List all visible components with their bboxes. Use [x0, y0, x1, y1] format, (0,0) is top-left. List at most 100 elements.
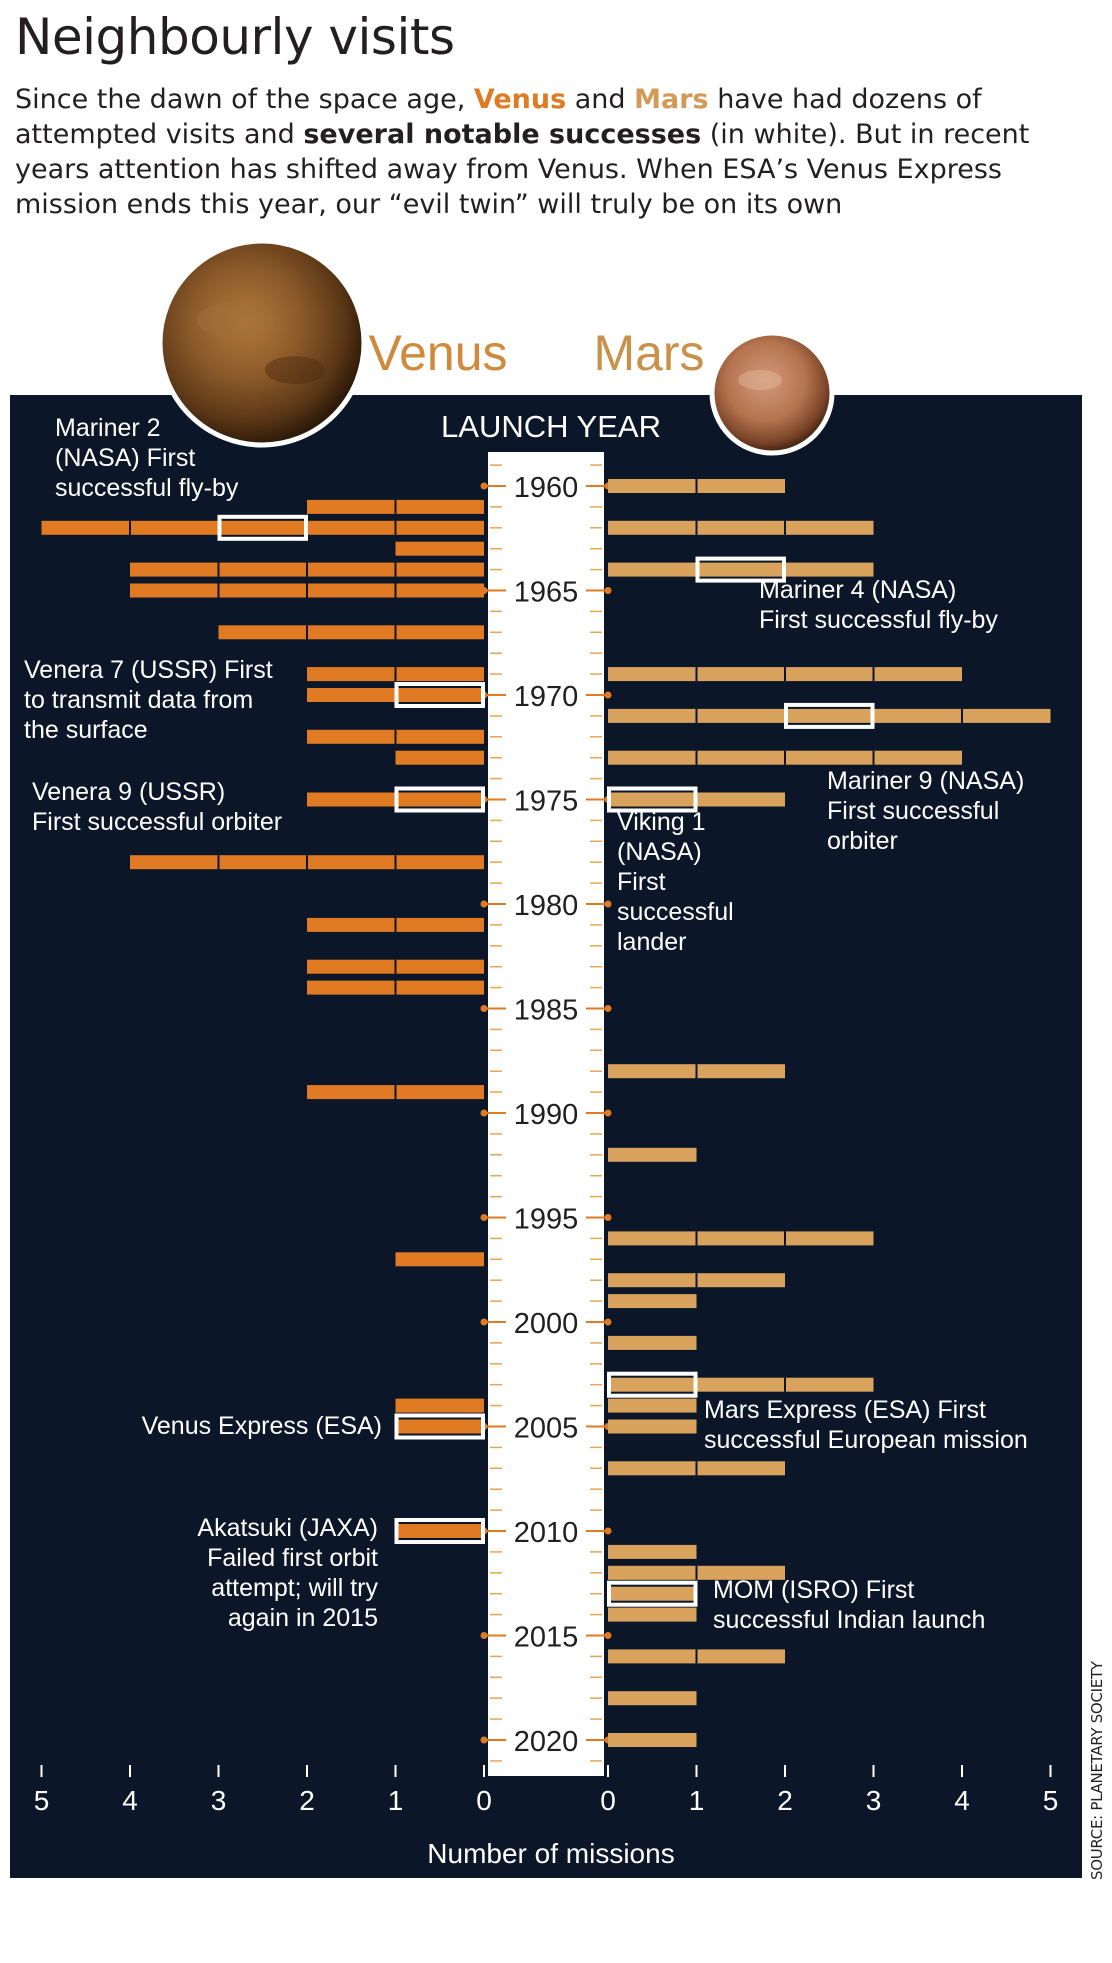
success-highlight — [784, 702, 875, 729]
year-tick-dot — [480, 482, 488, 490]
annotation-venus: Venera 9 (USSR) First successful orbiter — [32, 778, 282, 836]
success-highlight — [394, 786, 485, 813]
x-tick-label: 2 — [777, 1785, 793, 1816]
annotation-line: lander — [617, 928, 687, 956]
venus-bar — [395, 750, 484, 765]
intro-text: Since the dawn of the space age, Venus a… — [15, 82, 1085, 222]
mars-planet — [709, 330, 835, 456]
annotation-line: Mariner 9 (NASA) — [827, 767, 1024, 795]
annotation-line: Viking 1 — [617, 808, 706, 836]
year-label: 1975 — [514, 786, 579, 818]
annotation-line: successful — [617, 898, 734, 926]
year-label: 2020 — [514, 1726, 579, 1758]
intro-bold-phrase: several notable successes — [303, 119, 702, 150]
annotation-line: MOM (ISRO) First — [713, 1576, 914, 1604]
year-tick-dot — [604, 1214, 612, 1221]
annotation-line: successful Indian launch — [713, 1606, 985, 1634]
year-tick-dot — [480, 1632, 488, 1639]
year-label: 1965 — [514, 577, 579, 609]
x-tick-label: 3 — [866, 1785, 882, 1816]
annotation-venus: Venera 7 (USSR) First to transmit data fr… — [24, 656, 273, 744]
bars — [41, 479, 1051, 1747]
annotation-line: Mariner 2 — [55, 414, 161, 442]
annotation-line: Venera 9 (USSR) — [32, 778, 225, 806]
annotation-line: successful European mission — [704, 1426, 1028, 1454]
annotation-venus: Mariner 2 (NASA) First successful fly-by — [55, 414, 239, 502]
annotation-venus: Venus Express (ESA) — [142, 1412, 382, 1440]
year-tick-dot — [480, 1214, 488, 1221]
mars-planet-label: Mars — [593, 325, 704, 381]
year-axis-band — [488, 452, 604, 1776]
year-tick-dot — [480, 900, 488, 908]
annotation-line: successful fly-by — [55, 474, 239, 502]
venus-bar — [395, 1524, 484, 1538]
annotation-line: orbiter — [827, 827, 898, 855]
success-highlight — [607, 1371, 698, 1398]
year-tick-dot — [604, 587, 612, 594]
intro-part-2: and — [566, 84, 635, 115]
year-tick-dot — [480, 1736, 488, 1744]
annotation-line: First — [617, 868, 666, 896]
x-tick-label: 1 — [388, 1785, 404, 1816]
annotations: Mariner 2 (NASA) First successful fly-byVe… — [24, 414, 1028, 1634]
annotation-line: attempt; will try — [211, 1574, 378, 1602]
success-highlight — [394, 1413, 485, 1440]
year-tick-dot — [480, 1318, 488, 1326]
venus-planet-image — [157, 238, 367, 448]
mars-bar — [608, 562, 874, 577]
launch-year-title: LAUNCH YEAR — [441, 409, 661, 444]
venus-bar — [395, 541, 484, 556]
mars-texture — [738, 370, 782, 390]
year-label: 1985 — [514, 995, 579, 1027]
mars-bar — [608, 1733, 697, 1747]
mars-bar — [608, 1294, 697, 1309]
source-credit: SOURCE: PLANETARY SOCIETY — [1088, 1661, 1106, 1880]
year-label: 1980 — [514, 890, 579, 922]
year-label: 2000 — [514, 1308, 579, 1340]
mars-bar — [608, 1544, 697, 1559]
x-tick-label: 0 — [600, 1785, 616, 1816]
year-label: 2010 — [514, 1517, 579, 1549]
x-tick-label: 4 — [954, 1785, 970, 1816]
annotation-venus: Akatsuki (JAXA) Failed first orbit attempt… — [197, 1514, 378, 1632]
intro-part-3: have had dozens of attempted visits and — [15, 84, 982, 150]
venus-bar — [395, 1398, 484, 1413]
x-tick-label: 1 — [689, 1785, 705, 1816]
year-tick-dot — [604, 1318, 612, 1326]
intro-mars-highlight: Mars — [634, 84, 709, 115]
annotation-line: the surface — [24, 716, 148, 744]
year-label: 1960 — [514, 472, 579, 504]
year-label: 2015 — [514, 1622, 579, 1654]
annotation-line: again in 2015 — [228, 1604, 378, 1632]
year-tick-dot — [604, 1005, 612, 1012]
year-tick-dot — [480, 1109, 488, 1117]
mars-bar — [608, 708, 1051, 723]
annotation-mars: Mars Express (ESA) First successful Europ… — [704, 1396, 1028, 1454]
mars-bar — [608, 1691, 697, 1706]
x-tick-label: 4 — [122, 1785, 138, 1816]
intro-part-1: Since the dawn of the space age, — [15, 84, 474, 115]
x-tick-label: 5 — [1043, 1785, 1059, 1816]
annotation-line: Venera 7 (USSR) First — [24, 656, 273, 684]
annotation-line: (NASA) — [617, 838, 702, 866]
mars-planet-image — [709, 330, 835, 456]
venus-bar — [395, 1252, 484, 1267]
x-tick-label: 5 — [34, 1785, 50, 1816]
year-tick-dot — [604, 1632, 612, 1639]
annotation-line: (NASA) First — [55, 444, 195, 472]
venus-texture — [265, 356, 325, 384]
mars-bar — [608, 1586, 697, 1601]
x-tick-label: 2 — [299, 1785, 315, 1816]
mars-bar — [608, 1147, 697, 1162]
mars-bar — [608, 1231, 874, 1246]
intro-part-4: (in white). But in recent years attentio… — [15, 119, 1030, 220]
x-tick-label: 0 — [476, 1785, 492, 1816]
annotation-mars: Mariner 4 (NASA) First successful fly-by — [759, 576, 998, 634]
year-tick-dot — [604, 1527, 612, 1535]
year-axis: 1960 1965 1970 1975 1980 1985 1990 1995 2000 2005… — [480, 464, 612, 1762]
year-tick-dot — [604, 691, 612, 699]
success-highlight — [695, 556, 786, 583]
year-tick-dot — [604, 1109, 612, 1117]
year-label: 2005 — [514, 1413, 579, 1445]
